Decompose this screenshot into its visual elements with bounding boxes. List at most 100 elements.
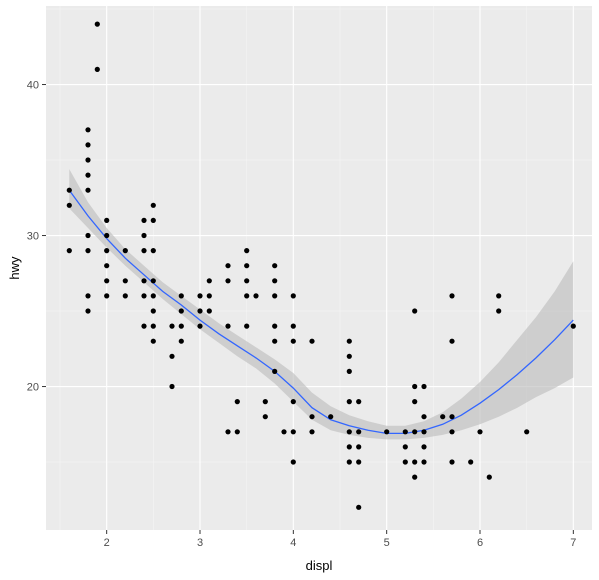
y-tick-label: 30 — [27, 231, 39, 243]
data-point — [234, 429, 240, 435]
x-tick-label: 3 — [197, 537, 203, 549]
data-point — [290, 399, 296, 405]
data-point — [244, 278, 250, 284]
data-point — [402, 429, 408, 435]
y-tick-label: 40 — [27, 80, 39, 92]
data-point — [178, 308, 184, 314]
data-point — [272, 368, 278, 374]
x-tick-label: 4 — [290, 537, 296, 549]
watermark: 知乎 @R语言学习笔记 — [452, 547, 582, 563]
data-point — [225, 278, 231, 284]
data-point — [290, 323, 296, 329]
x-axis-title: displ — [306, 558, 333, 573]
data-point — [356, 504, 362, 510]
data-point — [169, 323, 175, 329]
x-axis: 2 3 4 5 6 7 — [104, 530, 576, 549]
data-point — [104, 232, 110, 239]
data-point — [66, 248, 72, 254]
data-point — [412, 399, 418, 405]
data-point — [150, 278, 156, 284]
data-point — [141, 217, 147, 223]
data-point — [412, 383, 418, 390]
data-point — [309, 429, 315, 435]
data-point — [346, 368, 352, 374]
data-point — [346, 444, 352, 450]
data-point — [412, 308, 418, 314]
data-point — [309, 414, 315, 420]
data-point — [141, 323, 147, 329]
data-point — [66, 202, 72, 208]
data-point — [496, 308, 502, 314]
data-point — [141, 278, 147, 284]
data-point — [197, 293, 203, 299]
data-point — [449, 338, 455, 344]
data-point — [150, 338, 156, 344]
data-point — [290, 293, 296, 299]
data-point — [402, 444, 408, 450]
data-point — [570, 323, 576, 329]
data-point — [356, 459, 362, 465]
data-point — [290, 429, 296, 435]
data-point — [85, 172, 91, 178]
data-point — [85, 232, 91, 239]
data-point — [225, 323, 231, 329]
data-point — [290, 459, 296, 465]
data-point — [402, 459, 408, 465]
data-point — [384, 429, 390, 435]
data-point — [150, 323, 156, 329]
confidence-ribbon — [69, 169, 574, 440]
data-point — [150, 202, 156, 208]
data-point — [253, 293, 259, 299]
data-point — [412, 474, 418, 480]
data-point — [141, 293, 147, 299]
data-point — [178, 338, 184, 344]
data-point — [272, 338, 278, 344]
data-point — [421, 444, 427, 450]
x-tick-label: 7 — [570, 537, 576, 549]
data-point — [234, 399, 240, 405]
data-point — [122, 278, 128, 284]
data-point — [486, 474, 492, 480]
data-point — [262, 399, 268, 405]
data-point — [449, 459, 455, 465]
data-point — [141, 248, 147, 254]
data-point — [206, 308, 212, 314]
data-point — [206, 278, 212, 284]
data-point — [85, 187, 91, 193]
data-point — [104, 263, 110, 269]
data-point — [94, 21, 100, 27]
data-point — [356, 444, 362, 450]
data-point — [272, 263, 278, 269]
data-point — [85, 308, 91, 314]
data-point — [122, 248, 128, 254]
data-point — [85, 127, 91, 133]
data-point — [104, 278, 110, 284]
data-point — [421, 429, 427, 435]
data-point — [440, 414, 446, 420]
data-point — [178, 293, 184, 299]
data-point — [272, 278, 278, 284]
data-point — [262, 414, 268, 420]
data-point — [421, 383, 427, 390]
data-point — [421, 414, 427, 420]
data-point — [122, 293, 128, 299]
data-point — [346, 338, 352, 344]
data-point — [94, 66, 100, 72]
data-point — [66, 187, 72, 193]
data-point — [496, 293, 502, 299]
data-point — [169, 383, 175, 390]
data-point — [197, 323, 203, 329]
y-tick-label: 20 — [27, 382, 39, 394]
x-tick-label: 6 — [477, 537, 483, 549]
x-tick-label: 5 — [384, 537, 390, 549]
data-point — [524, 429, 530, 435]
data-point — [244, 293, 250, 299]
data-point — [356, 429, 362, 435]
data-point — [356, 399, 362, 405]
data-point — [141, 232, 147, 239]
data-point — [104, 248, 110, 254]
data-point — [449, 429, 455, 435]
data-point — [244, 323, 250, 329]
data-point — [346, 459, 352, 465]
